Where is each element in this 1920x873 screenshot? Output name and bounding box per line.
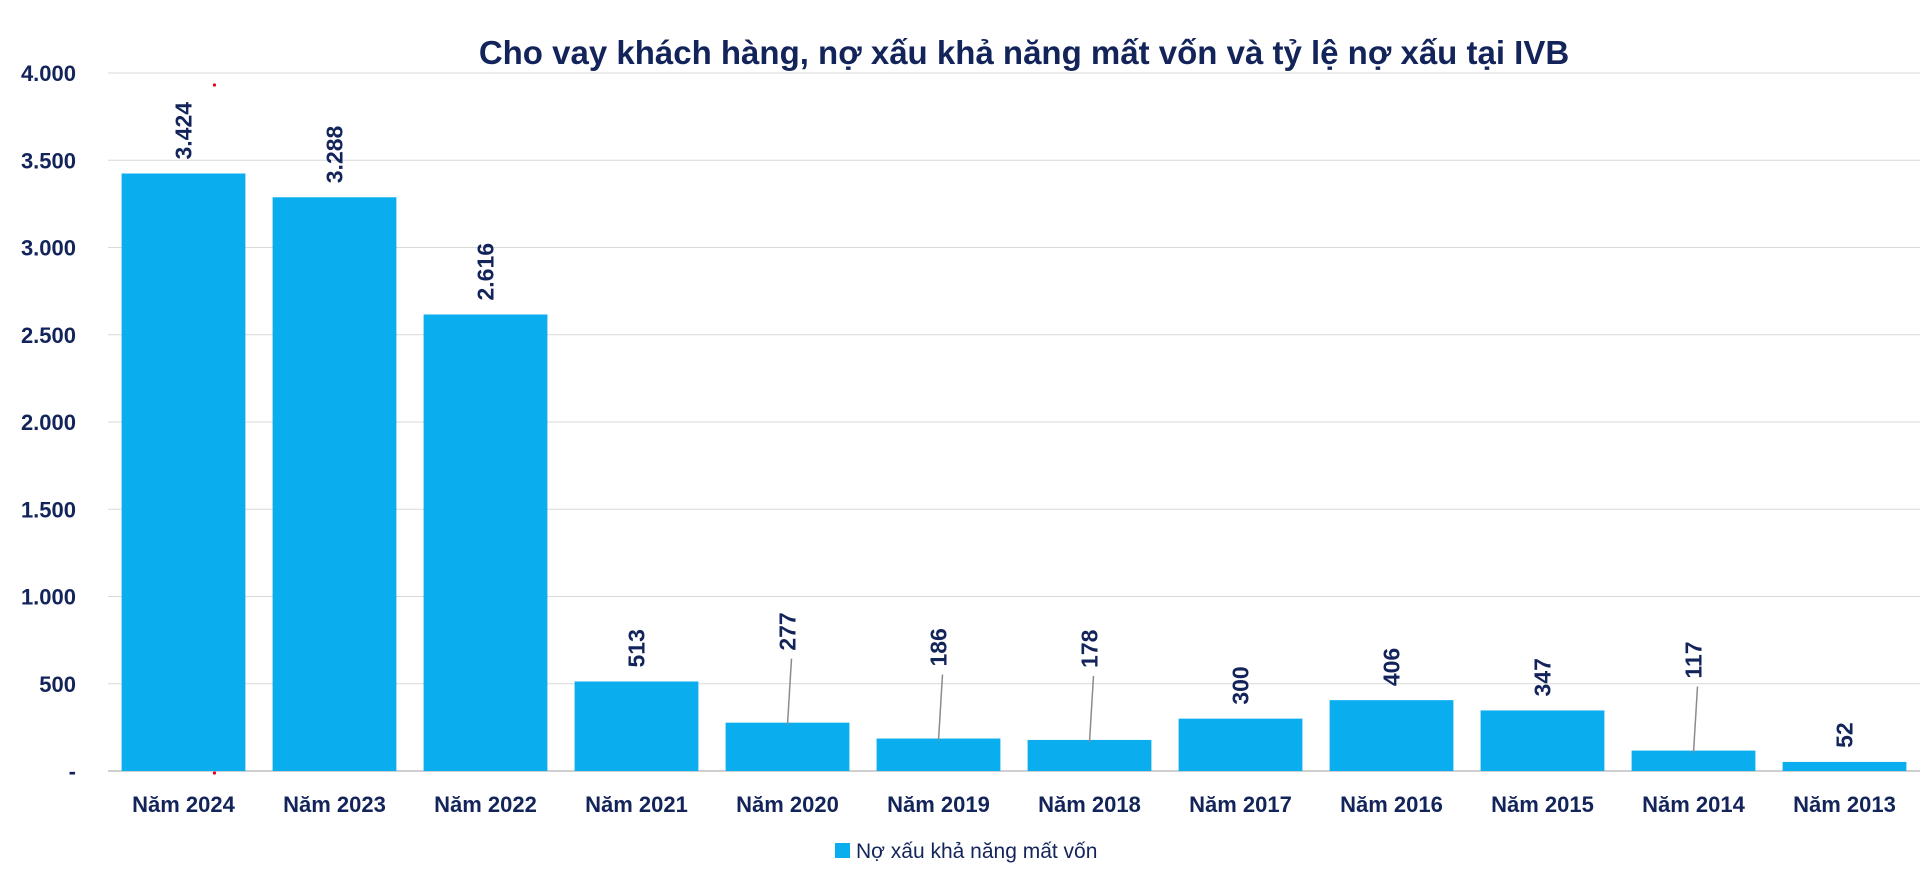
y-tick-label: 3.500 <box>21 148 76 173</box>
x-category-label: Năm 2015 <box>1491 792 1594 817</box>
x-axis-category-labels: Năm 2024 Năm 2023 Năm 2022 Năm 2021 Năm 2020… <box>132 792 1896 817</box>
leader-line <box>786 658 793 725</box>
data-label: 186 <box>926 628 952 666</box>
y-tick-label: 2.500 <box>21 323 76 348</box>
y-axis-tick-labels: - 500 1.000 1.500 2.000 2.500 3.000 3.500 4.000 <box>21 61 76 784</box>
x-category-label: Năm 2014 <box>1642 792 1746 817</box>
data-label: 300 <box>1228 666 1254 704</box>
x-category-label: Năm 2023 <box>283 792 386 817</box>
x-category-label: Năm 2018 <box>1038 792 1141 817</box>
data-label: 3.424 <box>171 102 197 160</box>
data-label: 277 <box>775 612 801 650</box>
bar <box>876 738 1001 771</box>
leader-line <box>1088 675 1095 742</box>
bars <box>121 173 1907 772</box>
gridlines <box>108 72 1920 772</box>
y-tick-label: 2.000 <box>21 410 76 435</box>
data-label: 178 <box>1077 629 1103 668</box>
bar <box>1782 761 1907 771</box>
bar <box>1027 739 1152 771</box>
legend: Nợ xấu khả năng mất vốn <box>835 840 1097 863</box>
bar <box>423 314 548 771</box>
y-tick-label: 3.000 <box>21 236 76 261</box>
selection-marker <box>212 771 217 775</box>
bar <box>1480 710 1605 771</box>
data-label: 3.288 <box>322 125 348 183</box>
x-category-label: Năm 2021 <box>585 792 688 817</box>
data-label: 117 <box>1681 641 1707 678</box>
x-category-label: Năm 2019 <box>887 792 990 817</box>
leader-line <box>1692 686 1699 753</box>
x-category-label: Năm 2016 <box>1340 792 1443 817</box>
bar <box>1178 718 1303 771</box>
x-category-label: Năm 2013 <box>1793 792 1896 817</box>
data-label: 2.616 <box>473 243 499 301</box>
y-tick-label: 4.000 <box>21 61 76 86</box>
data-label: 513 <box>624 629 650 667</box>
x-category-label: Năm 2024 <box>132 792 236 817</box>
y-tick-label: 1.500 <box>21 497 76 522</box>
data-label: 347 <box>1530 658 1556 696</box>
bar <box>121 173 246 772</box>
bar <box>725 722 850 771</box>
x-category-label: Năm 2022 <box>434 792 537 817</box>
legend-label: Nợ xấu khả năng mất vốn <box>856 840 1097 863</box>
data-label: 406 <box>1379 648 1405 686</box>
y-tick-label: - <box>69 759 76 784</box>
bar <box>574 681 699 771</box>
data-label-leader-lines <box>786 658 1699 753</box>
data-label: 52 <box>1832 722 1858 748</box>
chart-title: Cho vay khách hàng, nợ xấu khả năng mất … <box>479 34 1569 71</box>
y-tick-label: 500 <box>39 672 76 697</box>
legend-swatch <box>835 843 850 858</box>
bar <box>1631 750 1756 771</box>
bar <box>1329 700 1454 771</box>
data-labels: 3.424 3.288 2.616 513 277 186 178 300 406 347 117 5… <box>171 102 1858 748</box>
selection-marker <box>212 83 217 87</box>
x-category-label: Năm 2017 <box>1189 792 1292 817</box>
bar <box>272 197 397 771</box>
y-tick-label: 1.000 <box>21 585 76 610</box>
leader-line <box>937 674 944 741</box>
selection-markers <box>212 83 217 775</box>
x-category-label: Năm 2020 <box>736 792 839 817</box>
